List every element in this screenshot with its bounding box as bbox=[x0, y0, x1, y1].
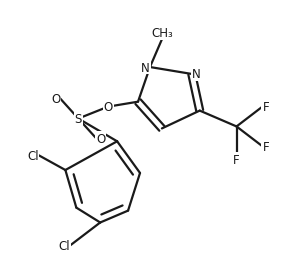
Text: S: S bbox=[75, 113, 82, 125]
Text: F: F bbox=[262, 101, 269, 114]
Text: F: F bbox=[262, 140, 269, 153]
Text: CH₃: CH₃ bbox=[151, 27, 173, 40]
Text: Cl: Cl bbox=[27, 149, 38, 162]
Text: O: O bbox=[96, 132, 106, 145]
Text: O: O bbox=[104, 101, 113, 114]
Text: F: F bbox=[233, 154, 240, 167]
Text: N: N bbox=[141, 61, 150, 74]
Text: O: O bbox=[51, 93, 60, 106]
Text: Cl: Cl bbox=[59, 239, 70, 252]
Text: N: N bbox=[192, 68, 201, 81]
